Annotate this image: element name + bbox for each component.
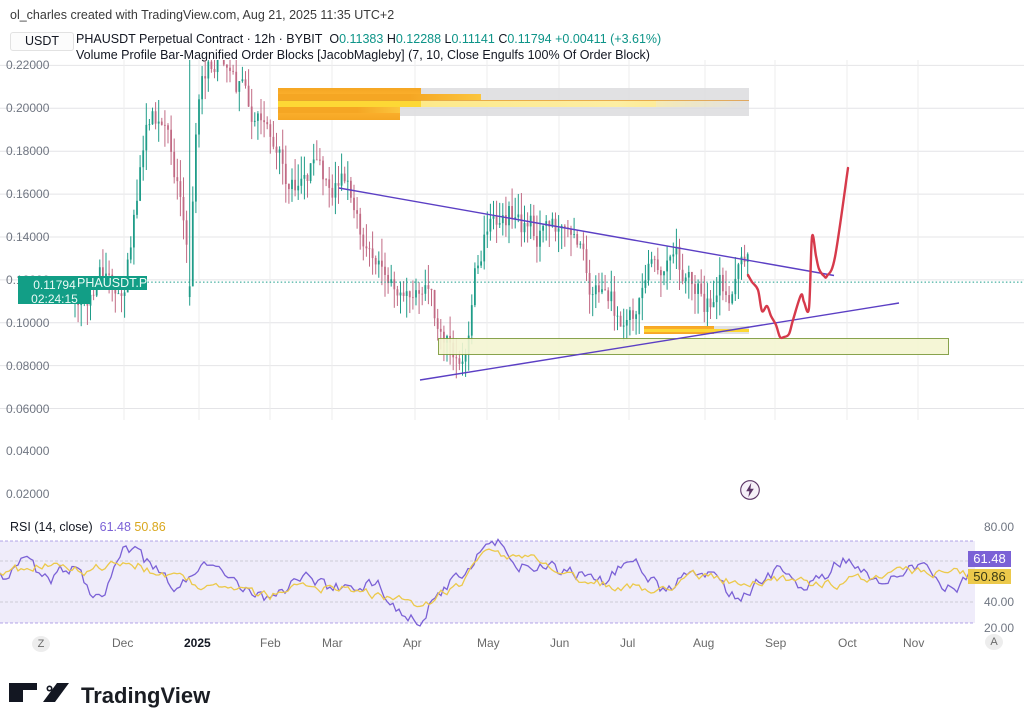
svg-text:TradingView: TradingView (81, 683, 211, 708)
